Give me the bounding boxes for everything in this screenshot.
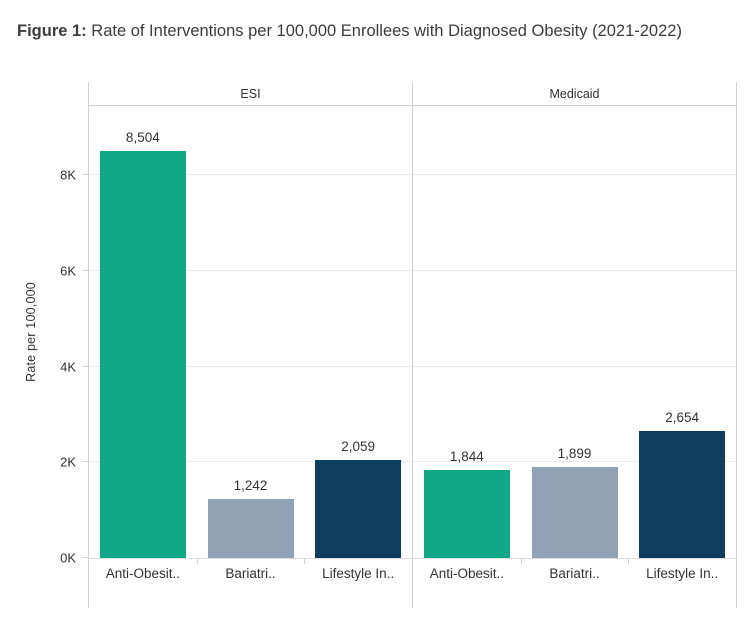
x-tick-mark: [196, 559, 198, 564]
figure-title: Figure 1: Rate of Interventions per 100,…: [17, 20, 717, 42]
y-tick-label: 0K: [60, 550, 76, 566]
y-axis: Rate per 100,000 0K 2K 4K 6K 8K: [0, 105, 88, 566]
x-axis-label-medicaid-bariatri: Bariatri..: [549, 566, 600, 581]
x-axis-label-esi-anti-obesit: Anti-Obesit..: [105, 566, 180, 581]
y-tick-mark: [83, 365, 88, 367]
y-tick-mark: [83, 461, 88, 463]
plot-area: 8,504 1,242 2,059 1,844 1,899 2,654: [88, 105, 737, 559]
x-tick-mark: [628, 559, 630, 564]
y-tick-mark: [83, 174, 88, 176]
bar-value-label: 1,899: [557, 446, 592, 462]
bar-value-label: 8,504: [125, 130, 160, 146]
bar-medicaid-lifestyle-in[interactable]: [639, 431, 726, 558]
gridline: [89, 174, 412, 176]
bar-esi-bariatri[interactable]: [207, 498, 294, 558]
x-axis-label-medicaid-anti-obesit: Anti-Obesit..: [429, 566, 504, 581]
x-axis-panel-medicaid: Anti-Obesit.. Bariatri.. Lifestyle In..: [412, 559, 736, 608]
x-axis-label-row: Anti-Obesit.. Bariatri.. Lifestyle In.. Ant…: [88, 559, 737, 608]
x-axis-label-esi-lifestyle-in: Lifestyle In..: [322, 566, 395, 581]
panel-header-medicaid: Medicaid: [412, 82, 736, 105]
x-axis-label-esi-bariatri: Bariatri..: [225, 566, 276, 581]
bar-medicaid-bariatri[interactable]: [531, 467, 618, 558]
panel-header-row: ESI Medicaid: [88, 82, 737, 105]
figure-title-text: Rate of Interventions per 100,000 Enroll…: [86, 22, 682, 40]
panel-esi: 8,504 1,242 2,059: [88, 106, 412, 558]
x-axis-label-medicaid-lifestyle-in: Lifestyle In..: [646, 566, 719, 581]
y-tick-label: 2K: [60, 454, 76, 470]
y-tick-mark: [83, 270, 88, 272]
gridline: [413, 174, 736, 176]
x-axis-panel-esi: Anti-Obesit.. Bariatri.. Lifestyle In..: [88, 559, 412, 608]
gridline: [89, 270, 412, 272]
bar-esi-anti-obesit[interactable]: [99, 151, 186, 558]
y-tick-label: 6K: [60, 263, 76, 279]
y-tick-mark: [83, 557, 88, 558]
bar-value-label: 2,654: [665, 410, 700, 426]
bar-esi-lifestyle-in[interactable]: [315, 459, 402, 558]
bar-value-label: 2,059: [341, 438, 376, 454]
chart-area: ESI Medicaid 8,504 1,242 2,059 1,844 1,899 2,6…: [88, 82, 737, 608]
gridline: [413, 461, 736, 463]
panel-header-esi: ESI: [88, 82, 412, 105]
y-tick-label: 4K: [60, 359, 76, 375]
gridline: [89, 365, 412, 367]
x-tick-mark: [304, 559, 306, 564]
gridline: [89, 461, 412, 463]
gridline: [413, 270, 736, 272]
y-axis-title: Rate per 100,000: [24, 281, 38, 382]
gridline: [413, 365, 736, 367]
figure-title-prefix: Figure 1:: [17, 22, 87, 40]
bar-value-label: 1,844: [449, 448, 484, 464]
bar-value-label: 1,242: [233, 477, 268, 493]
panel-medicaid: 1,844 1,899 2,654: [412, 106, 736, 558]
bar-medicaid-anti-obesit[interactable]: [423, 469, 510, 558]
y-tick-label: 8K: [60, 167, 76, 183]
x-tick-mark: [520, 559, 522, 564]
